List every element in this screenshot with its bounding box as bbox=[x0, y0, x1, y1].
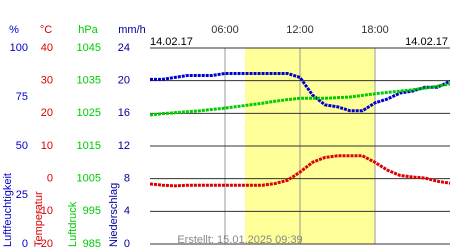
y-tick-label: 12 bbox=[118, 140, 130, 152]
axis-unit: % bbox=[9, 24, 19, 36]
y-tick-label: 0 bbox=[47, 173, 53, 185]
y-tick-label: 4 bbox=[124, 205, 130, 217]
y-tick-label: 1005 bbox=[77, 173, 101, 185]
y-tick-label: -20 bbox=[37, 238, 53, 250]
x-tick-label: 18:00 bbox=[361, 24, 389, 36]
footer: Erstellt: 15.01.2025 09:39 bbox=[177, 234, 302, 246]
axis-unit: mm/h bbox=[118, 24, 146, 36]
y-tick-label: 75 bbox=[16, 91, 28, 103]
y-tick-label: 1015 bbox=[77, 140, 101, 152]
axis-unit: hPa bbox=[78, 24, 98, 36]
y-tick-label: 10 bbox=[41, 140, 53, 152]
y-tick-label: 1045 bbox=[77, 42, 101, 54]
y-tick-label: 1035 bbox=[77, 75, 101, 87]
y-tick-label: 24 bbox=[118, 42, 130, 54]
y-tick-label: 30 bbox=[41, 75, 53, 87]
data-line bbox=[150, 71, 450, 113]
y-tick-label: 25 bbox=[16, 189, 28, 201]
y-tick-label: 50 bbox=[16, 140, 28, 152]
y-tick-label: 1025 bbox=[77, 107, 101, 119]
y-tick-label: 995 bbox=[83, 205, 101, 217]
date-right: 14.02.17 bbox=[405, 36, 448, 48]
y-tick-label: 16 bbox=[118, 107, 130, 119]
axis-name: Temperatur bbox=[33, 191, 45, 247]
axis-name: Niederschlag bbox=[108, 183, 120, 247]
date-left: 14.02.17 bbox=[150, 36, 193, 48]
y-tick-label: 20 bbox=[41, 107, 53, 119]
x-tick-label: 12:00 bbox=[286, 24, 314, 36]
y-tick-label: 100 bbox=[10, 42, 28, 54]
y-tick-label: 40 bbox=[41, 42, 53, 54]
axis-unit: °C bbox=[40, 24, 52, 36]
axis-name: Luftdruck bbox=[67, 201, 79, 247]
y-tick-label: 8 bbox=[124, 173, 130, 185]
x-tick-label: 06:00 bbox=[211, 24, 239, 36]
data-line bbox=[149, 154, 450, 188]
y-tick-label: 985 bbox=[83, 238, 101, 250]
y-tick-label: 20 bbox=[118, 75, 130, 87]
axis-name: Luftfeuchtigkeit bbox=[2, 173, 14, 247]
y-tick-label: 0 bbox=[22, 238, 28, 250]
y-tick-label: 0 bbox=[124, 238, 130, 250]
y-tick-label: -10 bbox=[37, 205, 53, 217]
data-line bbox=[149, 82, 450, 117]
